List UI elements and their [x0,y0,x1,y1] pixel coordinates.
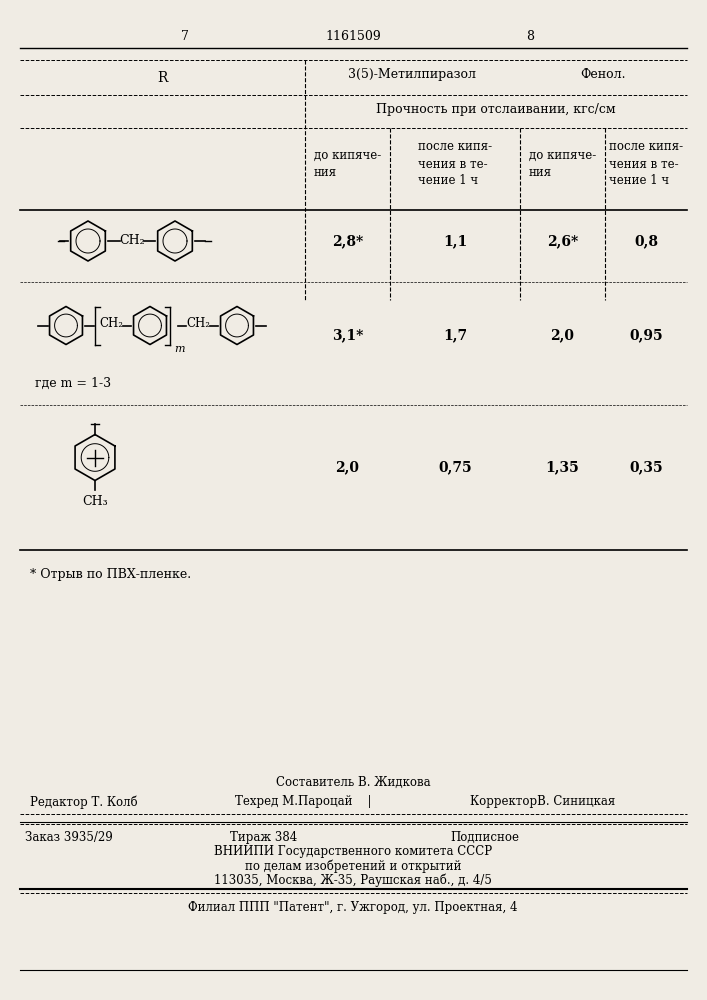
Text: CH₂: CH₂ [186,317,210,330]
Text: Составитель В. Жидкова: Составитель В. Жидкова [276,776,431,788]
Text: CH₂: CH₂ [119,233,145,246]
Text: * Отрыв по ПВХ-пленке.: * Отрыв по ПВХ-пленке. [30,568,191,581]
Text: 1161509: 1161509 [325,30,381,43]
Text: 0,75: 0,75 [438,460,472,475]
Text: 0,8: 0,8 [634,234,658,248]
Text: Фенол.: Фенол. [580,68,626,81]
Text: 2,8*: 2,8* [332,234,363,248]
Text: 1,35: 1,35 [546,460,579,475]
Text: m: m [174,344,185,355]
Text: до кипяче-
ния: до кипяче- ния [314,149,381,179]
Text: 2,6*: 2,6* [547,234,578,248]
Text: до кипяче-
ния: до кипяче- ния [529,149,596,179]
Text: Техред М.Пароцай    |: Техред М.Пароцай | [235,796,371,808]
Text: 2,0: 2,0 [551,328,575,342]
Text: 2,0: 2,0 [336,460,359,475]
Text: где m = 1-3: где m = 1-3 [35,376,111,389]
Text: Заказ 3935/29: Заказ 3935/29 [25,830,112,844]
Text: Филиал ППП "Патент", г. Ужгород, ул. Проектная, 4: Филиал ППП "Патент", г. Ужгород, ул. Про… [188,902,518,914]
Text: 7: 7 [181,30,189,43]
Text: ВНИИПИ Государственного комитета СССР: ВНИИПИ Государственного комитета СССР [214,846,492,858]
Text: Подписное: Подписное [450,830,519,844]
Text: 8: 8 [526,30,534,43]
Text: после кипя-
чения в те-
чение 1 ч: после кипя- чения в те- чение 1 ч [418,140,492,188]
Text: Тираж 384: Тираж 384 [230,830,297,844]
Text: после кипя-
чения в те-
чение 1 ч: после кипя- чения в те- чение 1 ч [609,140,683,188]
Text: 0,35: 0,35 [629,460,662,475]
Text: CH₂: CH₂ [99,317,123,330]
Text: Прочность при отслаивании, кгс/см: Прочность при отслаивании, кгс/см [376,103,616,116]
Text: CH₃: CH₃ [82,495,107,508]
Text: 0,95: 0,95 [629,328,662,342]
Text: 113035, Москва, Ж-35, Раушская наб., д. 4/5: 113035, Москва, Ж-35, Раушская наб., д. … [214,873,492,887]
Text: 3,1*: 3,1* [332,328,363,342]
Text: R: R [158,70,168,85]
Text: Редактор Т. Колб: Редактор Т. Колб [30,795,138,809]
Text: 3(5)-Метилпиразол: 3(5)-Метилпиразол [349,68,477,81]
Text: по делам изобретений и открытий: по делам изобретений и открытий [245,859,461,873]
Text: КорректорВ. Синицкая: КорректорВ. Синицкая [470,796,615,808]
Text: 1,7: 1,7 [443,328,467,342]
Text: 1,1: 1,1 [443,234,467,248]
